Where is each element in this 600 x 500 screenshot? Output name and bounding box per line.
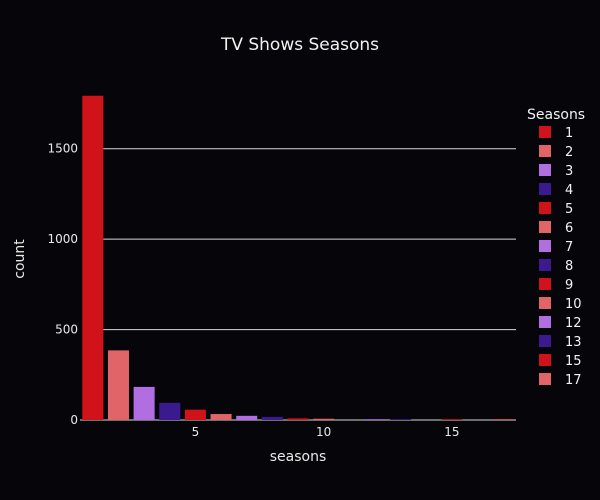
legend-label: 2	[565, 145, 573, 160]
legend-label: 10	[565, 297, 582, 312]
bars	[82, 95, 514, 420]
bar-season-15	[441, 419, 463, 420]
legend-label: 6	[565, 221, 573, 236]
legend-label: 3	[565, 164, 573, 179]
legend-label: 9	[565, 278, 573, 293]
legend-label: 1	[565, 126, 573, 141]
y-tick-label: 1500	[47, 142, 78, 156]
legend-label: 17	[565, 373, 582, 388]
legend-swatch	[539, 126, 551, 138]
bar-season-12	[364, 419, 386, 420]
legend-swatch	[539, 183, 551, 195]
legend-label: 7	[565, 240, 573, 255]
legend-swatch	[539, 259, 551, 271]
legend-label: 15	[565, 354, 582, 369]
legend-swatch	[539, 164, 551, 176]
x-axis-ticks: 5 10 15	[192, 425, 460, 439]
legend-swatch	[539, 373, 551, 385]
x-axis-title: seasons	[270, 449, 327, 465]
legend-label: 12	[565, 316, 582, 331]
y-tick-label: 0	[70, 413, 78, 427]
legend-label: 8	[565, 259, 573, 274]
bar-season-13	[390, 419, 412, 420]
bar-season-5	[184, 409, 206, 420]
gridlines	[80, 148, 516, 421]
legend-swatch	[539, 221, 551, 233]
bar-season-6	[210, 414, 232, 420]
legend-label: 13	[565, 335, 582, 350]
legend-swatch	[539, 335, 551, 347]
bar-season-8	[261, 416, 283, 420]
legend-swatch	[539, 240, 551, 252]
legend-swatch	[539, 202, 551, 214]
bar-season-2	[107, 350, 129, 420]
legend-swatch	[539, 354, 551, 366]
bar-season-10	[313, 418, 335, 420]
y-axis-ticks: 0 500 1000 1500	[47, 142, 78, 427]
x-tick-label: 10	[316, 425, 331, 439]
legend-title: Seasons	[527, 107, 585, 123]
x-tick-label: 5	[192, 425, 200, 439]
legend-swatch	[539, 297, 551, 309]
y-tick-label: 1000	[47, 232, 78, 246]
chart-title: TV Shows Seasons	[220, 35, 379, 55]
bar-season-1	[82, 95, 104, 420]
legend-label: 5	[565, 202, 573, 217]
bar-season-9	[287, 418, 309, 420]
legend-swatch	[539, 278, 551, 290]
bar-season-3	[133, 386, 155, 420]
y-axis-title: count	[12, 239, 28, 279]
x-tick-label: 15	[444, 425, 459, 439]
bar-season-7	[236, 415, 258, 420]
bar-season-4	[159, 402, 181, 420]
legend-label: 4	[565, 183, 573, 198]
legend-swatch	[539, 316, 551, 328]
bar-season-17	[492, 419, 514, 420]
legend-swatch	[539, 145, 551, 157]
y-tick-label: 500	[55, 323, 78, 337]
